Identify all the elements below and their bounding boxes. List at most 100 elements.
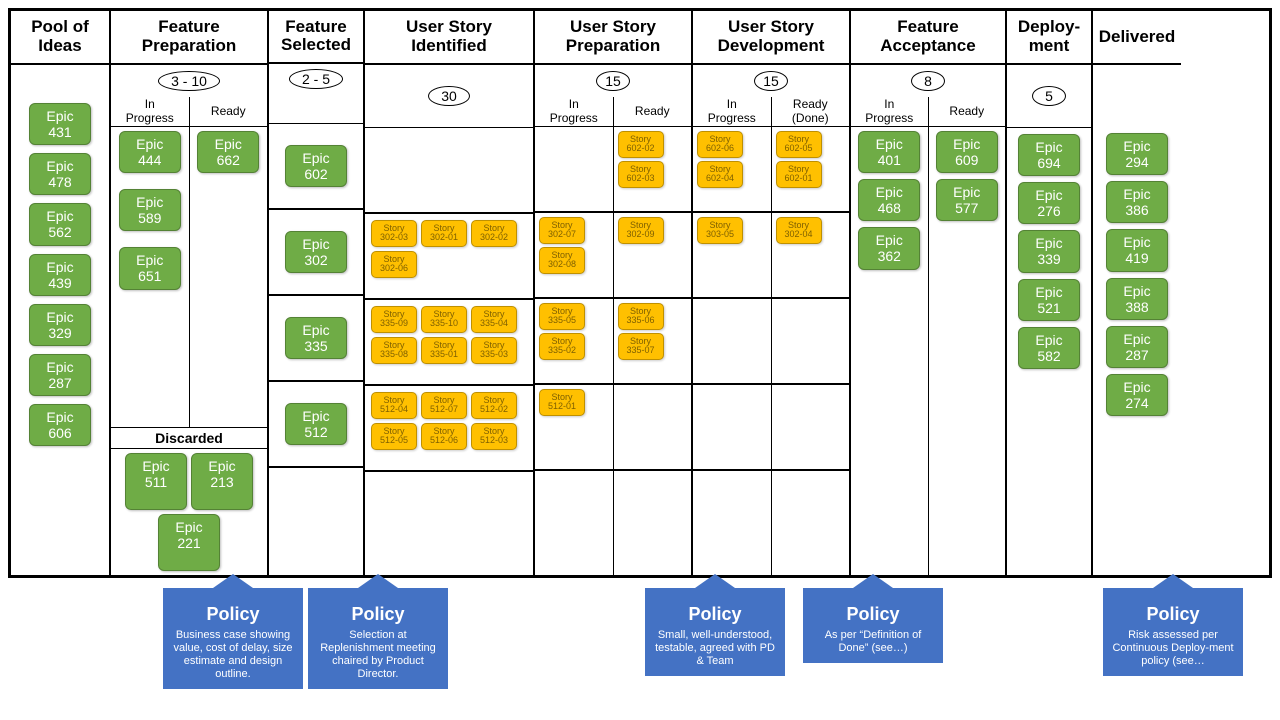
story-card[interactable]: Story303-05 <box>697 217 743 244</box>
col-prep: FeaturePreparation 3 - 10 InProgress Rea… <box>111 11 269 575</box>
epic-card[interactable]: Epic388 <box>1106 278 1168 320</box>
story-card[interactable]: Story302-08 <box>539 247 585 274</box>
wip-dep: 5 <box>1032 86 1066 106</box>
epic-card[interactable]: Epic302 <box>285 231 347 273</box>
epic-card[interactable]: Epic562 <box>29 203 91 245</box>
story-card[interactable]: Story602-05 <box>776 131 822 158</box>
epic-card[interactable]: Epic602 <box>285 145 347 187</box>
sub-prep-in: InProgress <box>111 97 190 126</box>
kanban-board: Pool ofIdeas Epic431Epic478Epic562Epic43… <box>8 8 1272 578</box>
story-card[interactable]: Story512-04 <box>371 392 417 419</box>
sub-dev-ready: Ready(Done) <box>772 97 850 126</box>
prep-ready-body: Epic662 <box>190 127 268 427</box>
epic-card[interactable]: Epic221 <box>158 514 220 571</box>
epic-card[interactable]: Epic287 <box>1106 326 1168 368</box>
epic-card[interactable]: Epic439 <box>29 254 91 296</box>
epic-card[interactable]: Epic444 <box>119 131 181 173</box>
sub-acc-ready: Ready <box>929 97 1006 126</box>
policies-row: Policy Business case showing value, cost … <box>8 578 1272 708</box>
story-card[interactable]: Story602-04 <box>697 161 743 188</box>
epic-card[interactable]: Epic662 <box>197 131 259 173</box>
col-dep: Deploy-ment 5 Epic694 Epic276 Epic339 Epic5… <box>1007 11 1093 575</box>
story-card[interactable]: Story302-03 <box>371 220 417 247</box>
epic-card[interactable]: Epic294 <box>1106 133 1168 175</box>
story-card[interactable]: Story512-06 <box>421 423 467 450</box>
story-card[interactable]: Story302-01 <box>421 220 467 247</box>
epic-card[interactable]: Epic589 <box>119 189 181 231</box>
policy-text: Business case showing value, cost of del… <box>169 629 297 682</box>
col-stprep: User StoryPreparation 15 InProgress Read… <box>535 11 693 575</box>
story-card[interactable]: Story302-04 <box>776 217 822 244</box>
story-card[interactable]: Story512-07 <box>421 392 467 419</box>
col-head-acc: FeatureAcceptance <box>851 11 1005 65</box>
story-card[interactable]: Story335-01 <box>421 337 467 364</box>
story-card[interactable]: Story335-08 <box>371 337 417 364</box>
story-card[interactable]: Story335-05 <box>539 303 585 330</box>
sel-rows: Epic602 Epic302 Epic335 Epic512 <box>269 124 363 575</box>
epic-card[interactable]: Epic511 <box>125 453 187 510</box>
policy-title: Policy <box>809 604 937 626</box>
wip-acc: 8 <box>911 71 945 91</box>
del-area: Epic294 Epic386 Epic419 Epic388 Epic287 Epic2… <box>1093 127 1181 575</box>
policy-text: Selection at Replenishment meeting chair… <box>314 629 442 682</box>
story-card[interactable]: Story512-05 <box>371 423 417 450</box>
epic-card[interactable]: Epic386 <box>1106 181 1168 223</box>
epic-card[interactable]: Epic335 <box>285 317 347 359</box>
epic-card[interactable]: Epic606 <box>29 404 91 446</box>
epic-card[interactable]: Epic431 <box>29 103 91 145</box>
epic-card[interactable]: Epic419 <box>1106 229 1168 271</box>
epic-card[interactable]: Epic478 <box>29 153 91 195</box>
epic-card[interactable]: Epic694 <box>1018 134 1080 176</box>
policy-box: PolicySelection at Replenishment meeting… <box>308 588 448 689</box>
dep-area: Epic694 Epic276 Epic339 Epic521 Epic582 <box>1007 127 1091 575</box>
epic-card[interactable]: Epic213 <box>191 453 253 510</box>
policy-box: PolicyRisk assessed per Continuous Deplo… <box>1103 588 1243 676</box>
story-card[interactable]: Story302-07 <box>539 217 585 244</box>
story-card[interactable]: Story602-02 <box>618 131 664 158</box>
story-card[interactable]: Story302-09 <box>618 217 664 244</box>
epic-card[interactable]: Epic521 <box>1018 279 1080 321</box>
col-head-dep: Deploy-ment <box>1007 11 1091 65</box>
epic-card[interactable]: Epic401 <box>858 131 920 173</box>
story-card[interactable]: Story512-02 <box>471 392 517 419</box>
sub-stprep-in: InProgress <box>535 97 614 126</box>
story-card[interactable]: Story335-04 <box>471 306 517 333</box>
epic-card[interactable]: Epic339 <box>1018 230 1080 272</box>
epic-card[interactable]: Epic468 <box>858 179 920 221</box>
epic-card[interactable]: Epic362 <box>858 227 920 269</box>
story-card[interactable]: Story335-02 <box>539 333 585 360</box>
policy-text: Risk assessed per Continuous Deploy-ment… <box>1109 629 1237 669</box>
story-card[interactable]: Story602-03 <box>618 161 664 188</box>
story-card[interactable]: Story335-09 <box>371 306 417 333</box>
col-pool: Pool ofIdeas Epic431Epic478Epic562Epic43… <box>11 11 111 575</box>
policy-text: As per “Definition of Done” (see…) <box>809 629 937 655</box>
epic-card[interactable]: Epic582 <box>1018 327 1080 369</box>
story-card[interactable]: Story335-03 <box>471 337 517 364</box>
acc-ready-body: Epic609 Epic577 <box>929 127 1006 575</box>
discard-label: Discarded <box>111 427 267 449</box>
story-card[interactable]: Story335-06 <box>618 303 664 330</box>
epic-card[interactable]: Epic274 <box>1106 374 1168 416</box>
epic-card[interactable]: Epic609 <box>936 131 998 173</box>
col-sel: FeatureSelected 2 - 5 Epic602Epic302Epic… <box>269 11 365 575</box>
ident-rows: Story302-03Story302-01Story302-02 Story30… <box>365 127 533 575</box>
policy-text: Small, well-understood, testable, agreed… <box>651 629 779 669</box>
story-card[interactable]: Story302-02 <box>471 220 517 247</box>
epic-card[interactable]: Epic329 <box>29 304 91 346</box>
col-head-del: Delivered <box>1093 11 1181 65</box>
story-card[interactable]: Story512-03 <box>471 423 517 450</box>
epic-card[interactable]: Epic512 <box>285 403 347 445</box>
col-head-dev: User StoryDevelopment <box>693 11 849 65</box>
story-card[interactable]: Story602-06 <box>697 131 743 158</box>
epic-card[interactable]: Epic651 <box>119 247 181 289</box>
story-card[interactable]: Story512-01 <box>539 389 585 416</box>
epic-card[interactable]: Epic276 <box>1018 182 1080 224</box>
story-card[interactable]: Story335-07 <box>618 333 664 360</box>
story-card[interactable]: Story302-06 <box>371 251 417 278</box>
epic-card[interactable]: Epic577 <box>936 179 998 221</box>
story-card[interactable]: Story602-01 <box>776 161 822 188</box>
policy-box: Policy As per “Definition of Done” (see…) <box>803 588 943 663</box>
prep-in-body: Epic444 Epic589 Epic651 <box>111 127 190 427</box>
story-card[interactable]: Story335-10 <box>421 306 467 333</box>
epic-card[interactable]: Epic287 <box>29 354 91 396</box>
